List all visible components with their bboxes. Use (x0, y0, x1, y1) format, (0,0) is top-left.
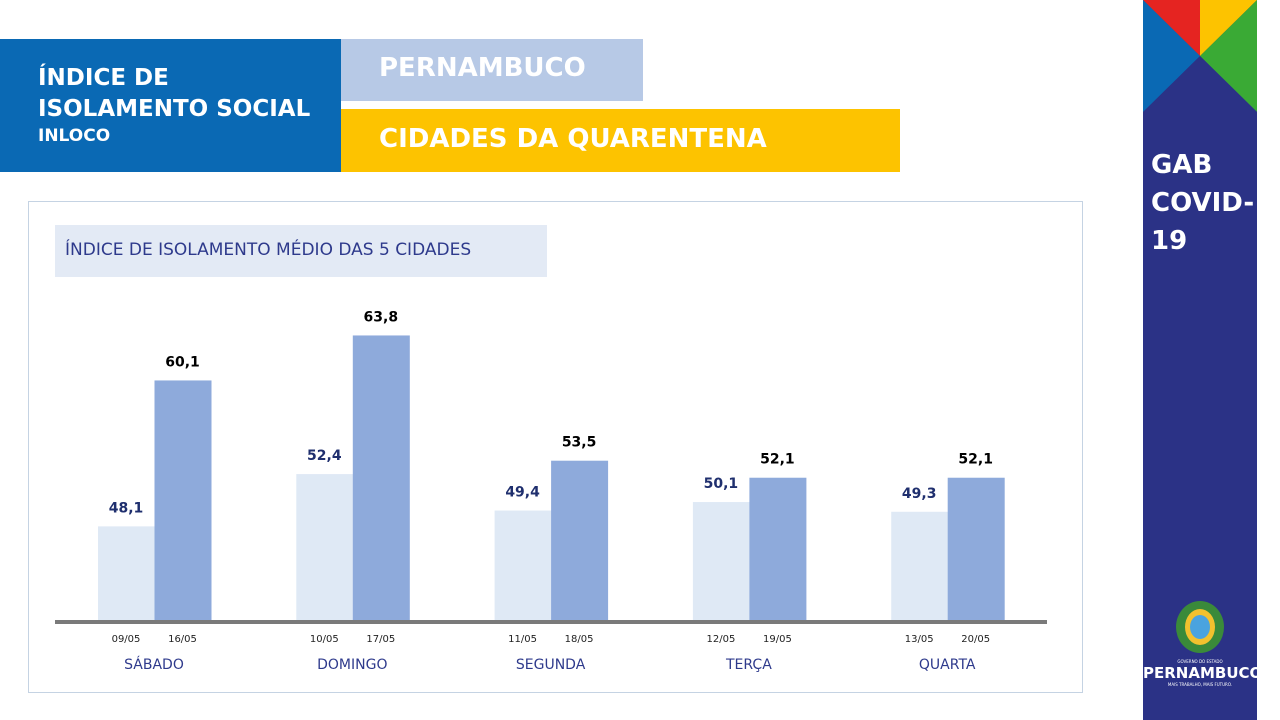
category-label: TERÇA (725, 657, 772, 673)
bar (551, 460, 609, 620)
color-triangles-logo (1143, 0, 1257, 112)
category-label: QUARTA (919, 657, 976, 673)
subtitle-banner: CIDADES DA QUARENTENA (341, 109, 900, 172)
data-label: 52,1 (760, 452, 795, 468)
gab-line3: 19 (1151, 226, 1188, 256)
data-label: 49,3 (902, 486, 937, 502)
date-tick-label: 11/05 (508, 634, 537, 645)
data-label: 60,1 (165, 354, 200, 370)
bar (947, 477, 1005, 620)
bar (891, 511, 949, 620)
gab-line1: GAB (1151, 150, 1213, 180)
logo-text: PERNAMBUCO (1143, 664, 1263, 682)
date-tick-label: 16/05 (168, 634, 197, 645)
date-tick-label: 20/05 (961, 634, 990, 645)
state-banner: PERNAMBUCO (341, 39, 643, 101)
bar (296, 474, 354, 620)
gab-covid-label: GAB COVID- 19 (1151, 146, 1254, 260)
category-label: DOMINGO (317, 657, 387, 673)
chart-panel (28, 201, 1083, 693)
bar (154, 380, 212, 620)
chart-title: ÍNDICE DE ISOLAMENTO MÉDIO DAS 5 CIDADES (55, 225, 547, 277)
category-label: SÁBADO (124, 656, 184, 673)
bar (98, 526, 155, 620)
bar (692, 502, 750, 620)
date-tick-label: 13/05 (905, 634, 934, 645)
pernambuco-logo: GOVERNO DO ESTADO PERNAMBUCO MAIS TRABAL… (1143, 597, 1263, 687)
date-tick-label: 10/05 (310, 634, 339, 645)
bar (352, 335, 410, 620)
data-label: 50,1 (704, 476, 739, 492)
logo-tagline: MAIS TRABALHO, MAIS FUTURO. (1167, 682, 1233, 687)
sidebar: GOVERNO DO ESTADO PERNAMBUCO MAIS TRABAL… (1143, 0, 1263, 720)
date-tick-label: 18/05 (565, 634, 594, 645)
header-title-block: ÍNDICE DE ISOLAMENTO SOCIAL INLOCO (0, 39, 341, 172)
data-label: 52,4 (307, 448, 342, 464)
data-label: 48,1 (109, 500, 144, 516)
title-line1: ÍNDICE DE (38, 65, 169, 91)
date-tick-label: 19/05 (763, 634, 792, 645)
coat-of-arms-icon (1176, 601, 1224, 653)
title-line2: ISOLAMENTO SOCIAL (38, 96, 311, 122)
date-tick-label: 17/05 (366, 634, 395, 645)
data-label: 49,4 (505, 485, 540, 501)
date-tick-label: 09/05 (112, 634, 141, 645)
data-label: 52,1 (958, 452, 993, 468)
gab-line2: COVID- (1151, 188, 1255, 218)
category-label: SEGUNDA (516, 657, 586, 673)
title-line3: INLOCO (38, 126, 111, 146)
bar-chart: 48,1 09/05 60,1 16/05 SÁBADO 52,4 10/05 63,8 17/… (55, 309, 1047, 673)
date-tick-label: 12/05 (706, 634, 735, 645)
data-label: 63,8 (364, 309, 399, 325)
logo-small-text: GOVERNO DO ESTADO (1177, 659, 1223, 664)
data-label: 53,5 (562, 435, 597, 451)
bar (494, 510, 552, 620)
bar (749, 477, 807, 620)
